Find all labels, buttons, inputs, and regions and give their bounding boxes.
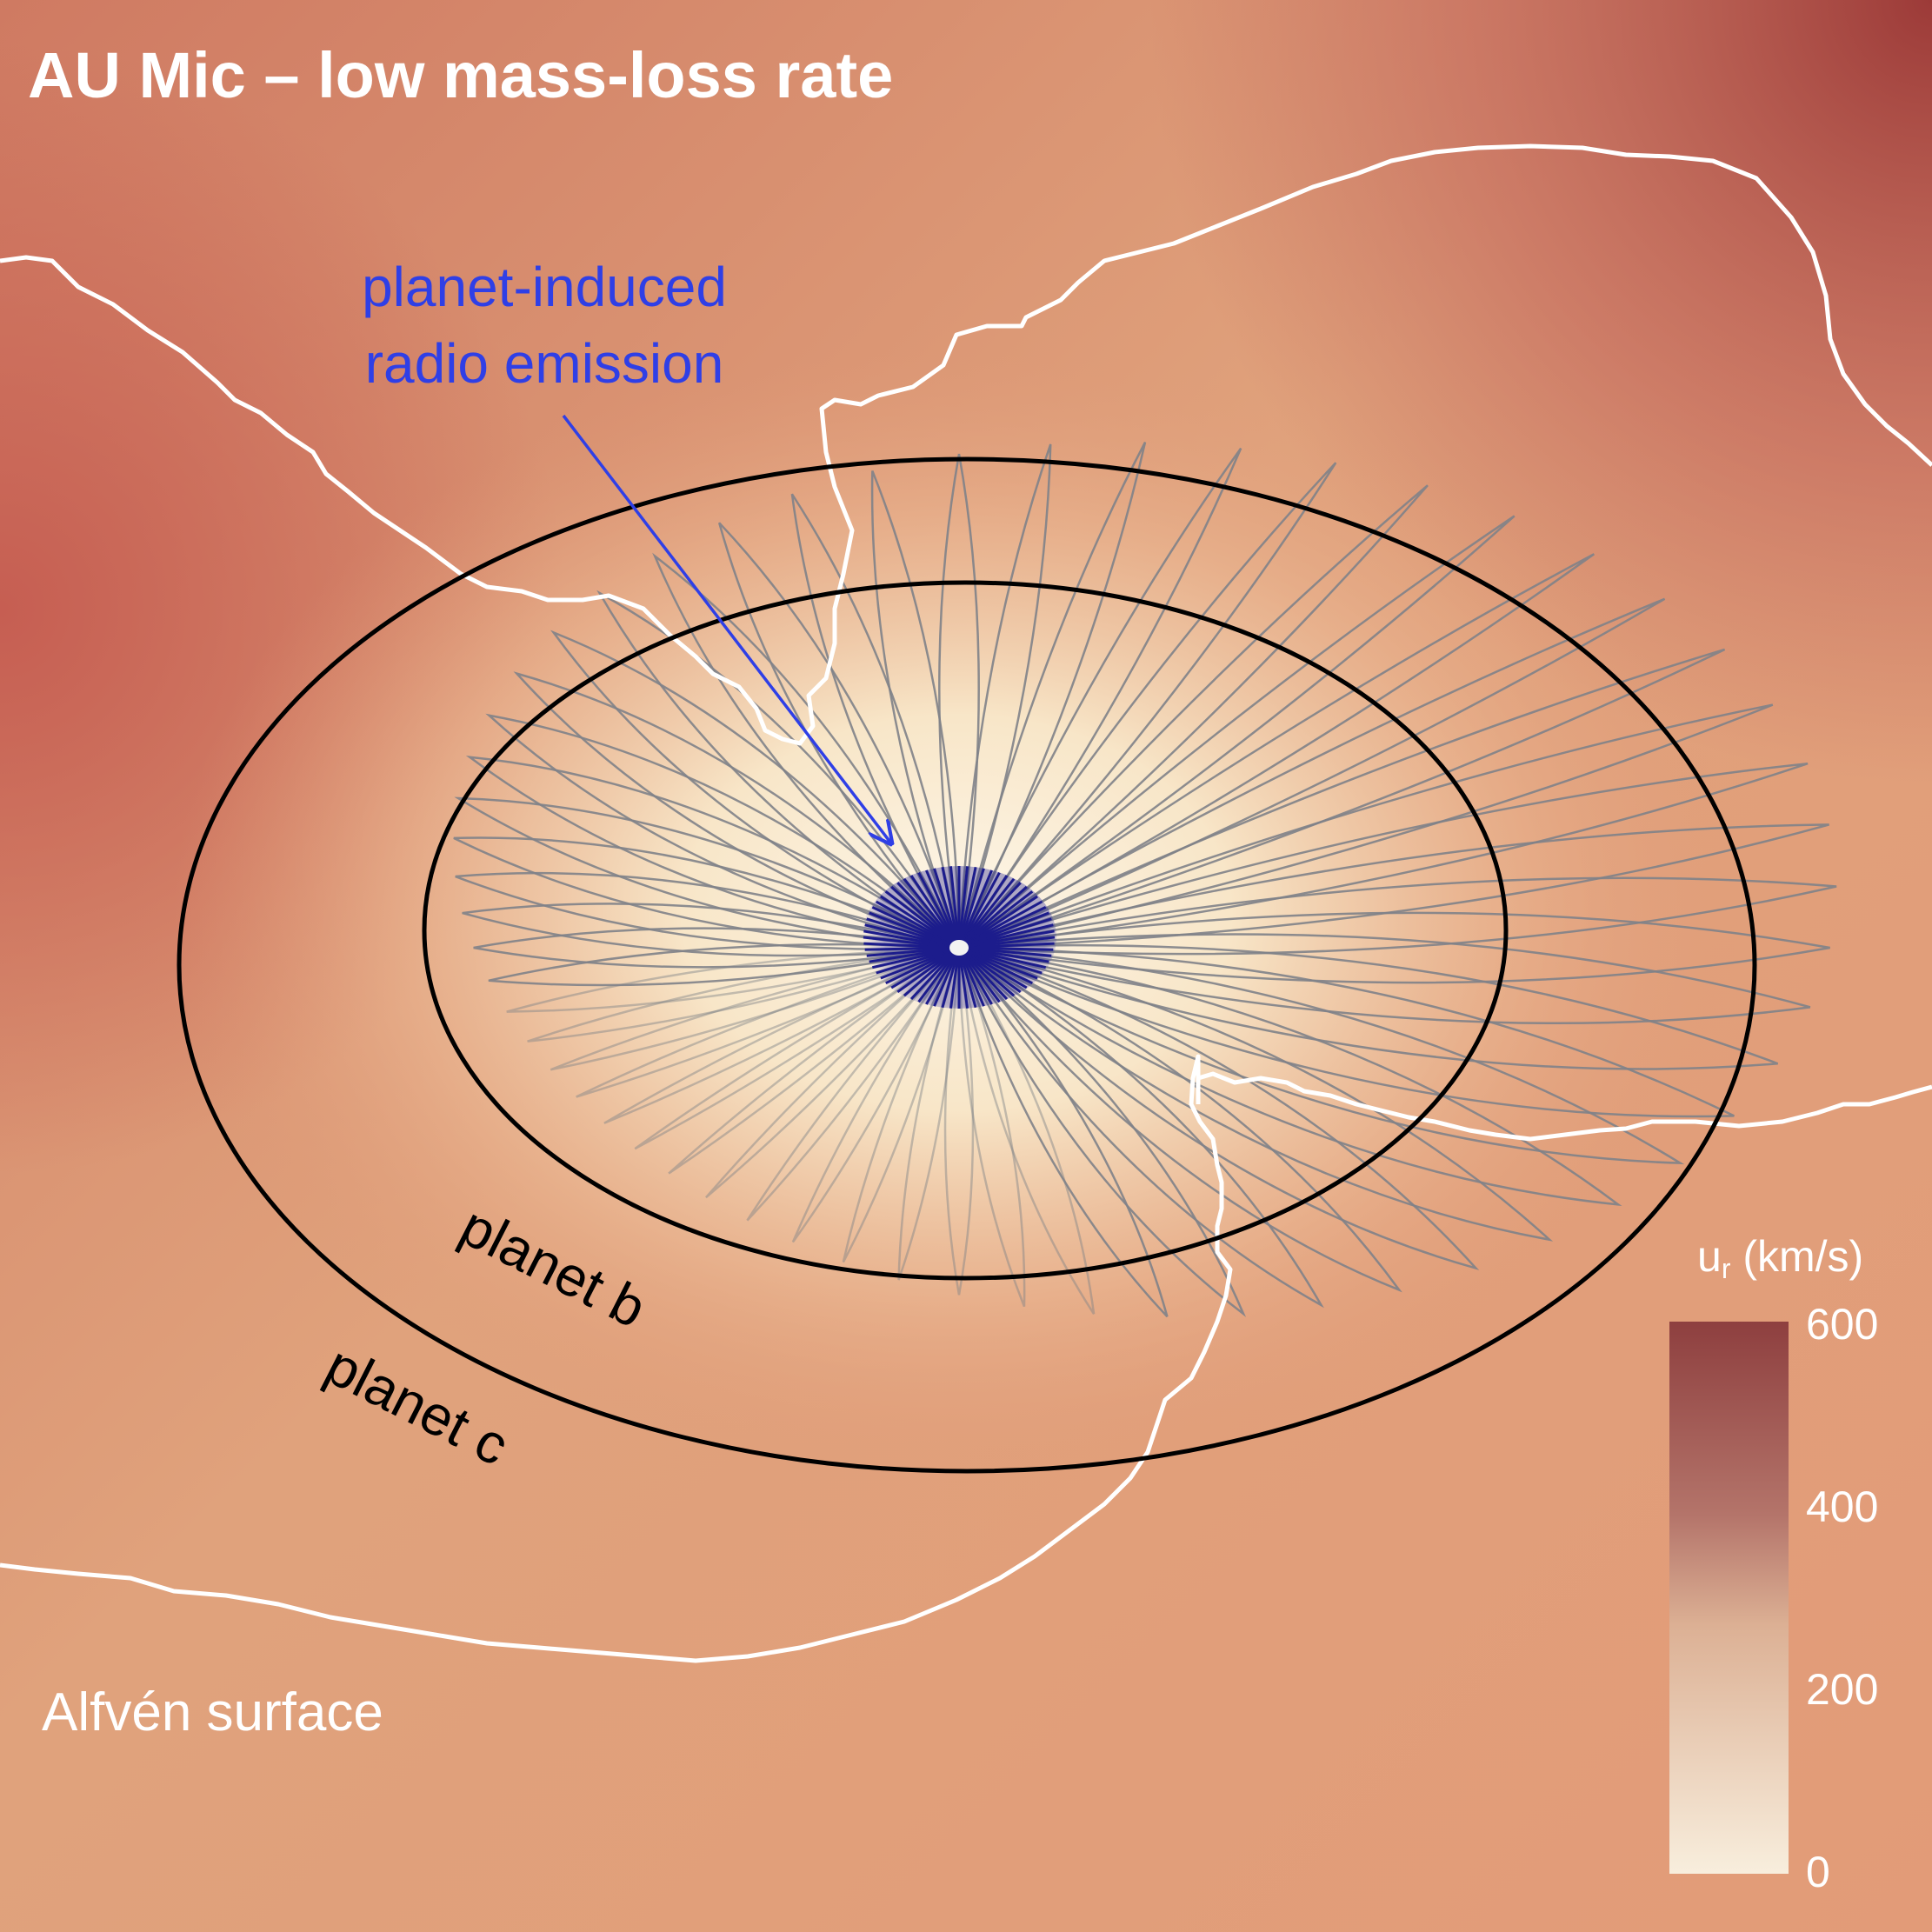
field-line-loop (842, 947, 961, 1263)
alfven-surface-outline-right (1197, 1071, 1932, 1142)
field-line-loop (717, 522, 961, 949)
annotation-line-2: radio emission (365, 332, 724, 395)
star-footpoint-spoke (957, 947, 993, 1005)
magnetic-field-lines (453, 442, 1837, 1318)
field-line-loop (550, 630, 960, 949)
field-line-loop (870, 470, 961, 949)
field-line-loop (473, 927, 960, 969)
colorbar-tick-600: 600 (1806, 1300, 1878, 1349)
field-line-loop (652, 552, 961, 949)
field-line-loop (958, 763, 1809, 949)
field-line-loop (957, 442, 1147, 949)
field-line-loop (958, 946, 1622, 1207)
field-line-loop (603, 946, 960, 1124)
field-line-loop (957, 946, 1324, 1309)
field-line-loop (506, 946, 960, 1013)
annotation-arrow (562, 414, 891, 843)
field-line-loop (576, 946, 960, 1098)
field-line-loop (790, 493, 961, 949)
star-footpoint-spoke (909, 875, 961, 949)
field-line-loop (957, 443, 1052, 949)
field-line-loop (938, 453, 980, 949)
field-line-loop (958, 553, 1596, 949)
colorbar-title-main: u (1697, 1232, 1722, 1281)
field-line-loop (958, 823, 1829, 949)
field-line-loop (634, 946, 960, 1150)
colorbar: ur (km/s) 600 400 200 0 (1669, 1232, 1878, 1896)
field-line-loop (957, 447, 1242, 949)
field-line-loop (958, 946, 1554, 1242)
field-line-loop (465, 756, 960, 949)
star-footpoint-spoke (958, 929, 1055, 949)
orbit-planet-b (422, 580, 1509, 1281)
star-footpoint-spoke (957, 869, 994, 949)
star-footpoint-spoke (957, 868, 985, 949)
star-footpoint-spoke (924, 869, 961, 949)
field-line-loop (958, 876, 1837, 956)
field-line-loop (596, 590, 961, 949)
field-line-loop (462, 903, 960, 957)
field-line-loop (455, 871, 960, 950)
star-footpoint-spoke (957, 947, 1001, 1003)
star-footpoint-spoke (917, 871, 961, 949)
alfven-surface-outline-lower (0, 1054, 1233, 1663)
colorbar-title-unit: (km/s) (1730, 1232, 1863, 1281)
orbit-planet-c (177, 456, 1757, 1474)
colorbar-tick-200: 200 (1806, 1665, 1878, 1714)
star-footpoint-spoke (941, 866, 961, 949)
field-line-loop (958, 946, 1735, 1118)
field-line-loop (958, 933, 1811, 1025)
field-line-loop (550, 946, 960, 1071)
field-line-loop (958, 943, 1779, 1070)
colorbar-title-sub: r (1722, 1253, 1731, 1284)
field-line-loop (705, 947, 960, 1199)
field-line-loop (958, 911, 1830, 984)
star-footpoint-spoke (957, 866, 977, 949)
star-footpoint-spoke (933, 868, 961, 949)
colorbar-tick-0: 0 (1806, 1848, 1830, 1896)
field-line-loop (746, 947, 961, 1222)
field-line-loop (488, 943, 960, 987)
field-line-loop (958, 515, 1516, 949)
figure-title: AU Mic – low mass-loss rate (28, 39, 893, 111)
field-line-loop (668, 946, 960, 1175)
alfven-surface-label: Alfvén surface (42, 1682, 383, 1742)
field-line-loop (957, 947, 1096, 1315)
field-line-loop (958, 648, 1726, 949)
star-footpoint-spoke (949, 947, 961, 1009)
star-field-footpoints (862, 866, 1056, 1009)
star-footpoint-spoke (941, 947, 961, 1009)
field-line-loop (943, 947, 975, 1296)
star-footpoint-spoke (957, 866, 969, 949)
colorbar-gradient (1669, 1322, 1789, 1874)
field-line-loop (958, 946, 1480, 1270)
field-line-loop (958, 703, 1774, 949)
field-line-loop (957, 462, 1337, 949)
field-line-loop (513, 671, 960, 949)
field-line-loop (958, 484, 1429, 949)
field-line-loop (958, 946, 1402, 1293)
field-line-loop (957, 947, 1026, 1308)
alfven-surface-outline (0, 143, 1932, 746)
star-footpoint-spoke (957, 947, 977, 1009)
star-footpoint-spoke (957, 947, 969, 1009)
field-line-loop (527, 946, 960, 1043)
annotation-line-1: planet-induced (362, 256, 727, 318)
field-line-loop (957, 947, 1247, 1317)
star-footpoint-spoke (957, 947, 985, 1007)
field-line-loop (897, 947, 961, 1281)
field-line-loop (791, 947, 961, 1243)
colorbar-title: ur (km/s) (1697, 1232, 1863, 1284)
star-footpoint-spoke (949, 866, 961, 949)
field-line-loop (453, 836, 960, 949)
field-line-loop (454, 796, 960, 949)
field-line-loop (957, 947, 1169, 1318)
colorbar-tick-400: 400 (1806, 1482, 1878, 1531)
star (949, 940, 969, 956)
